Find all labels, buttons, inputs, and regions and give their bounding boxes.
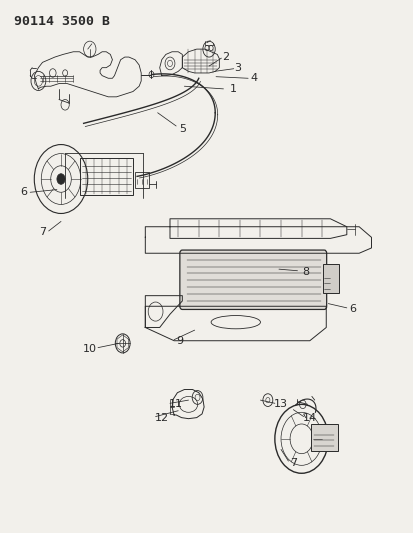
FancyBboxPatch shape — [310, 424, 337, 451]
Text: 9: 9 — [176, 336, 183, 346]
Bar — [135, 172, 149, 188]
Text: 90114 3500 B: 90114 3500 B — [14, 14, 109, 28]
Bar — [79, 158, 133, 195]
FancyBboxPatch shape — [179, 250, 326, 310]
Text: 11: 11 — [169, 399, 183, 409]
Text: 3: 3 — [234, 63, 241, 72]
Text: 6: 6 — [21, 187, 27, 197]
Text: 7: 7 — [39, 227, 46, 237]
Circle shape — [57, 174, 65, 184]
Text: 12: 12 — [154, 413, 169, 423]
Text: 4: 4 — [250, 73, 257, 83]
Text: 10: 10 — [83, 344, 97, 354]
Text: 13: 13 — [273, 399, 287, 409]
Text: 5: 5 — [178, 124, 185, 134]
Text: 1: 1 — [230, 84, 237, 94]
Text: 2: 2 — [221, 52, 228, 62]
Text: 14: 14 — [302, 413, 316, 423]
Text: 8: 8 — [301, 267, 309, 277]
Text: 7: 7 — [289, 458, 296, 467]
Text: 6: 6 — [349, 304, 356, 314]
FancyBboxPatch shape — [323, 264, 339, 293]
